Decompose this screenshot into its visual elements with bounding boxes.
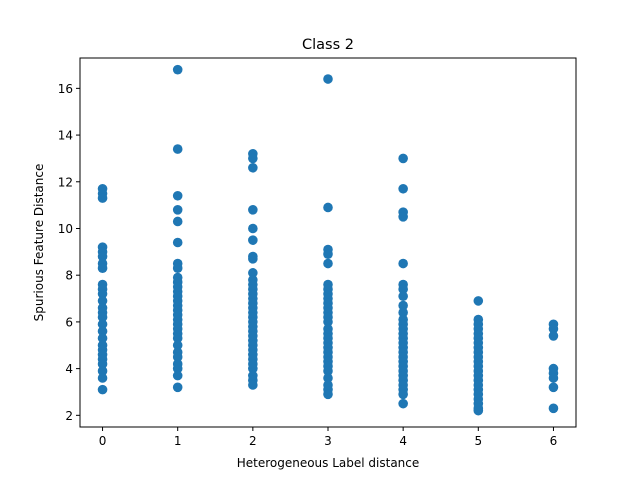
- data-point: [323, 202, 333, 213]
- data-point: [398, 307, 408, 318]
- y-tick-label: 12: [58, 175, 73, 189]
- data-point: [473, 296, 484, 306]
- data-point: [97, 319, 108, 330]
- data-point: [323, 389, 333, 400]
- y-tick-label: 4: [65, 362, 73, 376]
- data-point: [548, 324, 559, 334]
- data-point: [172, 352, 183, 362]
- data-point: [97, 251, 108, 262]
- data-point: [473, 405, 484, 416]
- y-tick-label: 8: [65, 269, 73, 283]
- data-point: [172, 363, 183, 374]
- data-point: [97, 312, 108, 323]
- data-point: [97, 384, 108, 395]
- data-point: [398, 389, 408, 400]
- y-axis-label: Spurious Feature Distance: [32, 164, 46, 322]
- x-tick-label: 1: [174, 434, 182, 448]
- data-point: [248, 223, 258, 234]
- data-point: [97, 373, 108, 383]
- data-point: [172, 144, 183, 154]
- x-axis-label: Heterogeneous Label distance: [237, 456, 420, 470]
- data-point: [97, 289, 108, 299]
- data-point: [97, 359, 108, 369]
- data-point: [248, 162, 258, 173]
- data-point: [398, 212, 408, 222]
- y-tick-label: 6: [65, 315, 73, 329]
- data-point: [548, 331, 559, 341]
- x-tick-label: 6: [550, 434, 558, 448]
- data-point: [323, 74, 333, 84]
- data-point: [248, 153, 258, 164]
- data-point: [172, 64, 183, 75]
- data-point: [323, 249, 333, 259]
- data-point: [172, 216, 183, 227]
- data-point: [172, 382, 183, 393]
- x-tick-label: 3: [324, 434, 332, 448]
- data-point: [248, 235, 258, 245]
- data-point: [323, 366, 333, 376]
- data-point: [548, 373, 559, 383]
- data-point: [398, 300, 408, 311]
- y-tick-label: 10: [58, 222, 73, 236]
- data-point: [548, 382, 559, 393]
- data-point: [248, 380, 258, 390]
- data-point: [248, 363, 258, 374]
- data-point: [398, 284, 408, 295]
- data-point: [172, 190, 183, 201]
- chart-title: Class 2: [302, 37, 354, 53]
- data-point: [97, 263, 108, 273]
- data-point: [97, 193, 108, 203]
- y-tick-label: 14: [58, 129, 73, 143]
- data-point: [323, 317, 333, 327]
- data-point: [398, 258, 408, 269]
- data-point: [172, 333, 183, 344]
- y-tick-label: 2: [65, 409, 73, 423]
- data-point: [248, 254, 258, 264]
- data-point: [323, 258, 333, 269]
- x-axis: 0 1 2 3 4 5 6: [99, 427, 558, 448]
- data-point: [97, 366, 108, 376]
- points-layer: [97, 64, 559, 416]
- data-point: [172, 205, 183, 215]
- x-tick-label: 5: [474, 434, 482, 448]
- data-point: [97, 333, 108, 344]
- data-point: [248, 268, 258, 278]
- data-point: [398, 291, 408, 302]
- data-point: [398, 398, 408, 409]
- data-point: [548, 403, 559, 414]
- x-tick-label: 2: [249, 434, 257, 448]
- data-point: [172, 237, 183, 248]
- data-point: [398, 153, 408, 164]
- data-point: [323, 373, 333, 383]
- data-point: [97, 296, 108, 306]
- x-tick-label: 0: [99, 434, 107, 448]
- x-tick-label: 4: [399, 434, 407, 448]
- data-point: [172, 340, 183, 351]
- data-point: [248, 205, 258, 215]
- data-point: [97, 326, 108, 337]
- y-axis: 2 4 6 8 10 12 14 16: [58, 82, 80, 423]
- y-tick-label: 16: [58, 82, 73, 96]
- data-point: [398, 183, 408, 194]
- data-point: [172, 370, 183, 381]
- data-point: [172, 263, 183, 273]
